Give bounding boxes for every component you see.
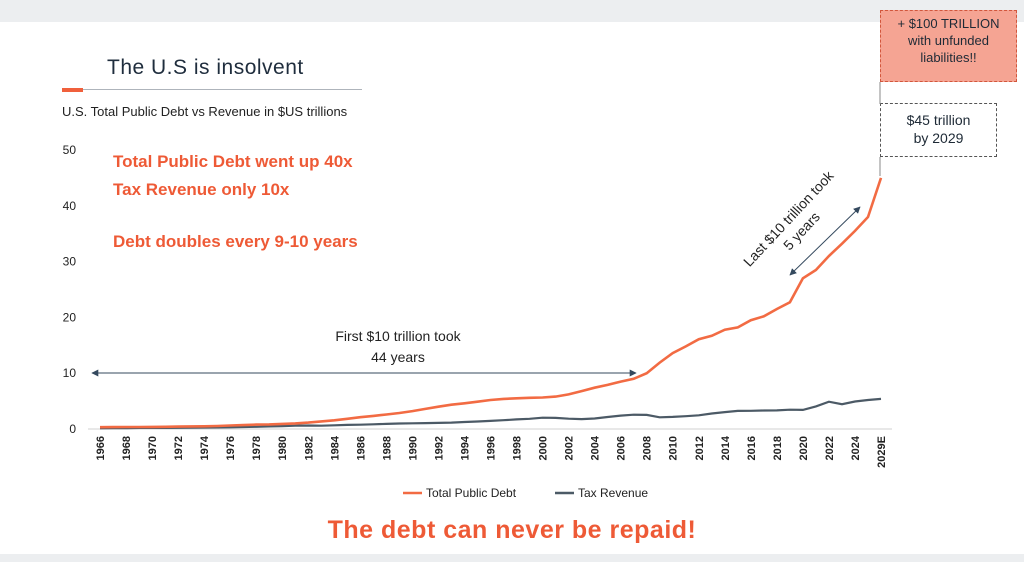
x-tick-label: 1984 — [329, 435, 341, 460]
first-annotation-line-1: First $10 trillion took — [335, 328, 461, 344]
title-underline — [83, 89, 362, 90]
x-tick-label: 2000 — [538, 436, 550, 460]
x-tick-label: 1990 — [407, 436, 419, 460]
x-tick-label: 1978 — [251, 436, 263, 460]
legend-debt-label: Total Public Debt — [426, 486, 517, 500]
x-tick-label: 2006 — [616, 436, 628, 460]
highlight-doubling: Debt doubles every 9-10 years — [113, 232, 358, 251]
x-tick-label: 1970 — [147, 436, 159, 460]
legend: Total Public Debt Tax Revenue — [403, 486, 648, 500]
callout-line: with unfunded — [908, 33, 989, 48]
page-title: The U.S is insolvent — [107, 56, 304, 79]
top-bar — [0, 0, 1024, 22]
y-tick-label: 20 — [63, 310, 77, 324]
x-tick-label: 2022 — [824, 436, 836, 460]
y-tick-label: 40 — [63, 199, 77, 213]
unfunded-liabilities-callout: + $100 TRILLION with unfunded liabilitie… — [880, 10, 1017, 82]
x-axis: 1966 1968 1970 1972 1974 1976 1978 1980 1982 1984… — [88, 428, 892, 468]
title-accent-bar — [62, 88, 83, 92]
callout-line: $45 trillion — [906, 112, 971, 128]
x-tick-label: 1974 — [199, 435, 211, 460]
debt-2029-callout: $45 trillion by 2029 — [880, 103, 997, 157]
callout-line: by 2029 — [913, 130, 964, 146]
last-10-trillion-arrow — [789, 206, 861, 276]
x-tick-label: 2008 — [642, 436, 654, 460]
y-tick-label: 30 — [63, 255, 77, 269]
bottom-bar — [0, 554, 1024, 562]
callout-line: + $100 TRILLION — [897, 16, 1000, 31]
x-tick-label: 1976 — [225, 436, 237, 460]
first-annotation-line-2: 44 years — [371, 349, 425, 365]
last-annotation: Last $10 trillion took 5 years — [740, 167, 837, 270]
x-tick-label: 2016 — [746, 436, 758, 460]
x-tick-label: 1998 — [512, 436, 524, 460]
x-tick-label: 2020 — [798, 436, 810, 460]
x-tick-label: 1980 — [277, 436, 289, 460]
x-tick-label: 2002 — [564, 436, 576, 460]
x-tick-label: 1972 — [173, 436, 185, 460]
x-tick-label: 1986 — [355, 436, 367, 460]
x-tick-label: 2012 — [694, 436, 706, 460]
x-tick-label: 2004 — [590, 435, 602, 460]
x-tick-label: 2014 — [720, 435, 732, 460]
highlight-debt-growth: Total Public Debt went up 40x — [113, 152, 353, 171]
x-tick-label: 1968 — [121, 436, 133, 460]
x-tick-label: 2018 — [772, 436, 784, 460]
x-tick-label: 1994 — [459, 435, 471, 460]
x-tick-label: 1992 — [433, 436, 445, 460]
x-tick-label: 1982 — [303, 436, 315, 460]
tax-revenue-line — [99, 397, 882, 430]
last-annotation-line-1: Last $10 trillion took — [740, 167, 837, 270]
callout-line: liabilities!! — [920, 50, 977, 65]
y-tick-label: 0 — [69, 422, 76, 436]
x-tick-label: 2029E — [876, 436, 888, 468]
y-axis: 0 10 20 30 40 50 — [63, 143, 77, 436]
conclusion-text: The debt can never be repaid! — [327, 516, 697, 544]
legend-revenue-label: Tax Revenue — [578, 486, 648, 500]
y-tick-label: 50 — [63, 143, 77, 157]
x-tick-label: 2010 — [668, 436, 680, 460]
chart-subtitle: U.S. Total Public Debt vs Revenue in $US… — [62, 104, 348, 119]
x-tick-label: 1988 — [381, 436, 393, 460]
y-tick-label: 10 — [63, 366, 77, 380]
x-tick-label: 1966 — [95, 436, 107, 460]
highlight-revenue-growth: Tax Revenue only 10x — [113, 180, 290, 199]
total-public-debt-line — [99, 177, 883, 429]
x-tick-label: 1996 — [486, 436, 498, 460]
x-tick-label: 2024 — [850, 435, 862, 460]
